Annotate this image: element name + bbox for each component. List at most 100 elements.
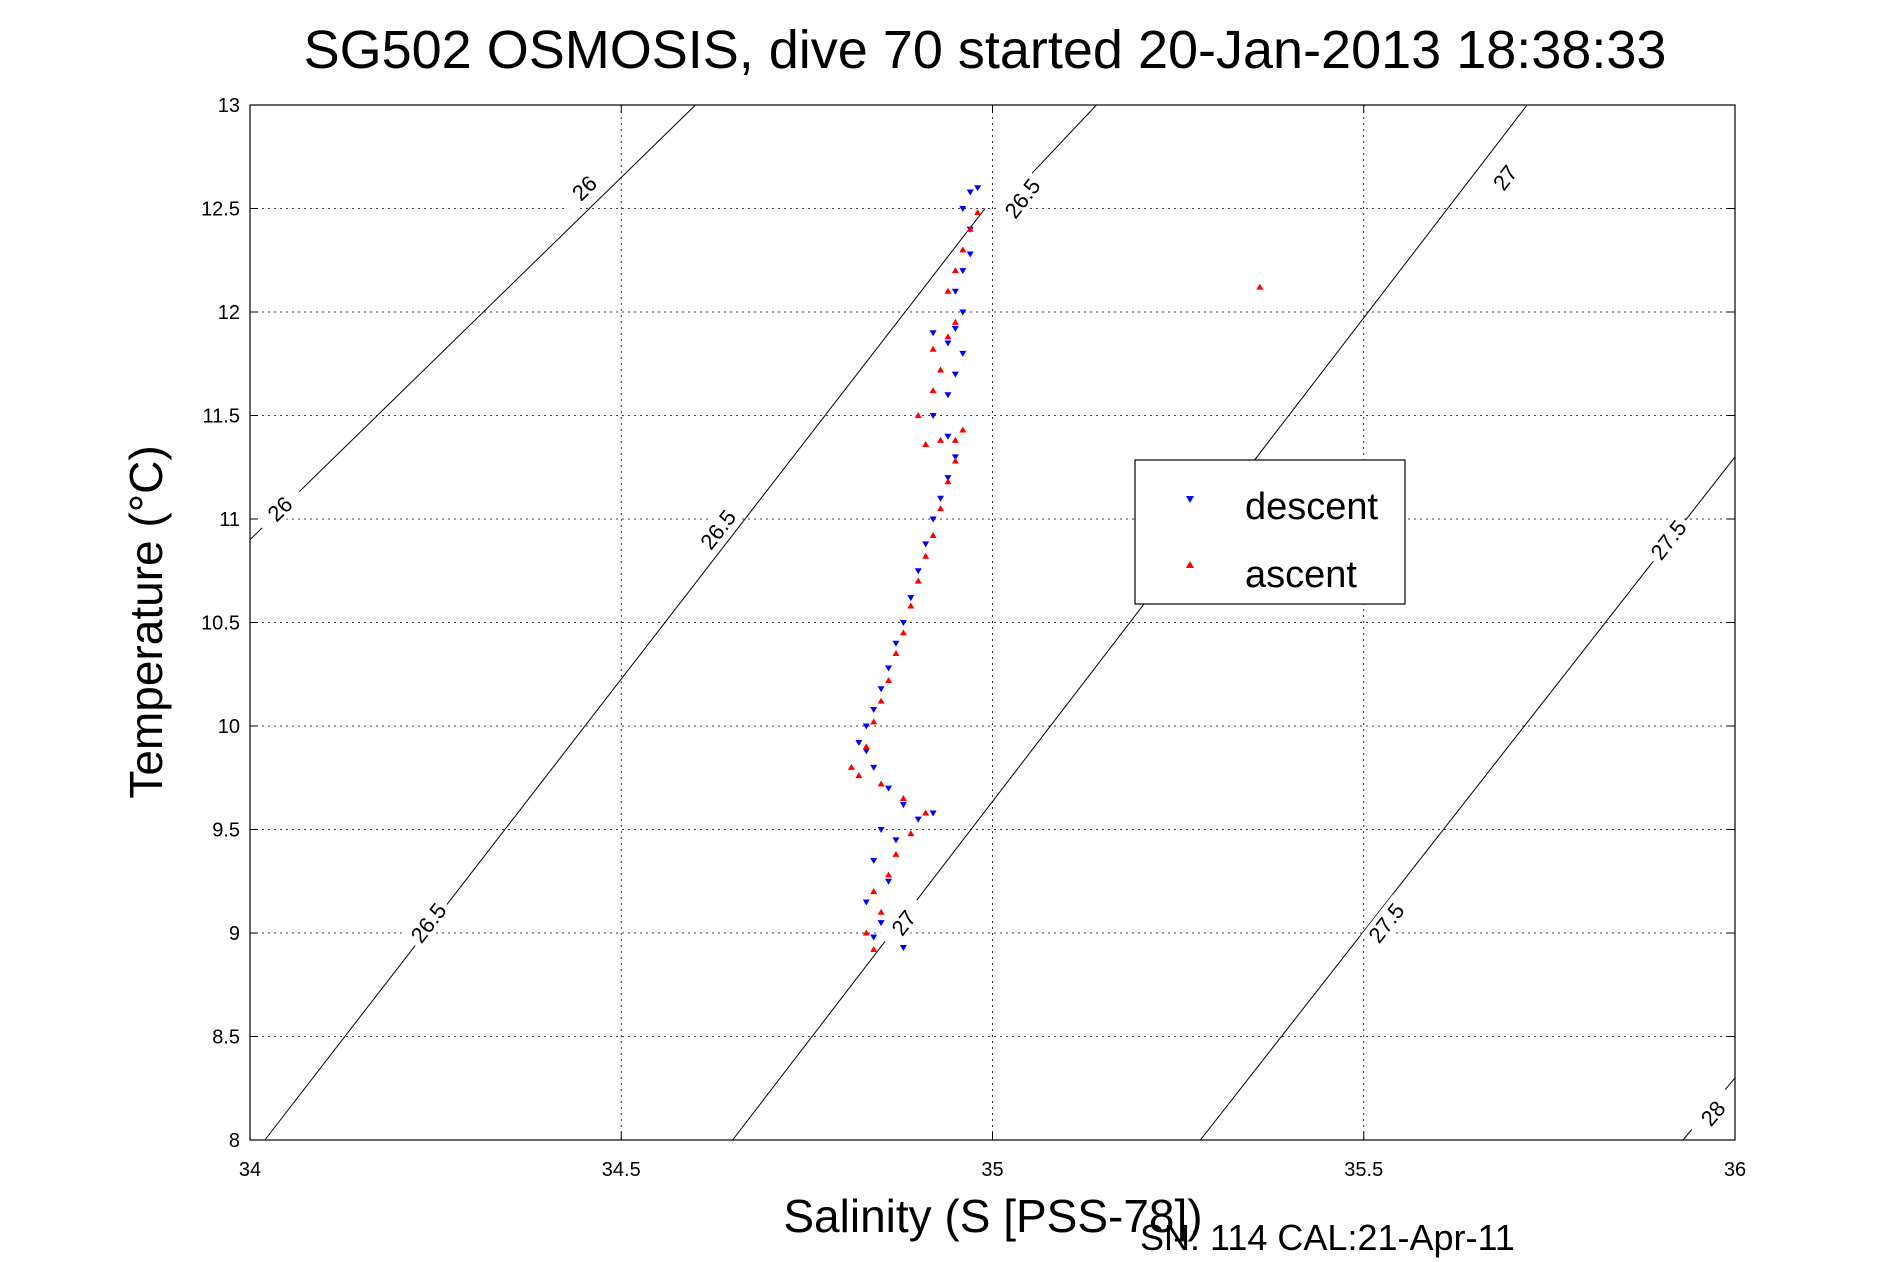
- descent-point: [877, 686, 885, 693]
- y-tick-label: 10: [218, 716, 240, 738]
- x-tick-label: 34.5: [602, 1159, 641, 1181]
- ascent-point: [862, 743, 870, 750]
- ascent-point: [1256, 283, 1264, 290]
- isopycnal-label-bg: [1642, 511, 1694, 568]
- ascent-point: [907, 830, 915, 837]
- descent-point: [951, 371, 959, 378]
- ascent-point: [870, 888, 878, 895]
- y-tick-label: 10.5: [201, 613, 240, 635]
- legend-ascent-label: ascent: [1245, 554, 1357, 596]
- descent-point: [885, 785, 893, 792]
- descent-point: [966, 189, 974, 196]
- ascent-point: [922, 809, 930, 816]
- ascent-point: [937, 366, 945, 373]
- ascent-point: [929, 345, 937, 352]
- ascent-point: [877, 697, 885, 704]
- descent-point: [892, 640, 900, 647]
- descent-point: [929, 810, 937, 817]
- isopycnal-label-bg: [252, 481, 307, 536]
- ascent-point: [937, 505, 945, 512]
- axis-ticks: 34 34.5 35 35.5 36 8 8.5 9 9.5 10 10.5 11 11.5 12 12.5…: [201, 95, 1746, 1181]
- ascent-point: [966, 225, 974, 232]
- descent-point: [959, 309, 967, 316]
- y-tick-label: 8: [229, 1130, 240, 1152]
- legend-ascent-marker: [1186, 561, 1194, 568]
- descent-point: [885, 878, 893, 885]
- descent-point: [914, 568, 922, 575]
- ascent-point: [914, 577, 922, 584]
- ascent-point: [944, 478, 952, 485]
- descent-point: [914, 816, 922, 823]
- descent-point: [862, 723, 870, 730]
- chart-title: SG502 OSMOSIS, dive 70 started 20-Jan-20…: [304, 20, 1667, 80]
- descent-point: [877, 920, 885, 927]
- descent-point: [855, 740, 863, 747]
- ascent-point: [951, 318, 959, 325]
- descent-point: [974, 185, 982, 192]
- isopycnal-label-bg: [1686, 1085, 1739, 1141]
- descent-point: [870, 706, 878, 713]
- ascent-point: [855, 772, 863, 779]
- ascent-point: [885, 676, 893, 683]
- isopycnal-line-27.5: [1200, 456, 1736, 1141]
- ascent-point: [914, 412, 922, 418]
- descent-point: [870, 934, 878, 941]
- descent-point: [877, 827, 885, 833]
- descent-point: [951, 454, 959, 461]
- ascent-point: [929, 532, 937, 539]
- ascent-point: [899, 794, 907, 801]
- descent-point: [944, 340, 952, 347]
- descent-point: [922, 541, 930, 548]
- ascent-point: [951, 457, 959, 464]
- descent-point: [959, 206, 967, 212]
- descent-point: [966, 251, 974, 258]
- descent-point: [959, 268, 967, 275]
- ascent-point: [870, 718, 878, 725]
- x-tick-label: 36: [1724, 1159, 1746, 1181]
- isopycnal-label-bg: [878, 894, 929, 951]
- series-ascent: [847, 209, 1264, 953]
- descent-point: [899, 944, 907, 951]
- y-tick-label: 12: [218, 302, 240, 324]
- descent-point: [870, 858, 878, 865]
- descent-point: [959, 350, 967, 357]
- descent-point: [929, 516, 937, 523]
- y-tick-label: 11.5: [203, 406, 240, 428]
- descent-point: [951, 326, 959, 333]
- y-tick-label: 8.5: [212, 1027, 240, 1049]
- ascent-point: [877, 780, 885, 787]
- descent-point: [937, 495, 945, 502]
- descent-point: [862, 899, 870, 906]
- descent-point: [862, 748, 870, 755]
- legend-descent-label: descent: [1245, 486, 1379, 528]
- ascent-point: [929, 387, 937, 394]
- descent-point: [929, 330, 937, 337]
- isopycnal-line-27: [732, 104, 1528, 1141]
- series-descent: [855, 185, 982, 951]
- y-tick-label: 9.5: [212, 820, 240, 842]
- ascent-point: [892, 850, 900, 857]
- descent-point: [892, 837, 900, 844]
- ascent-point: [922, 440, 930, 447]
- isopycnal-label-bg: [996, 170, 1048, 227]
- descent-point: [929, 413, 937, 419]
- footer-serial-calibration: SN: 114 CAL:21-Apr-11: [1140, 1217, 1515, 1258]
- y-tick-label: 13: [218, 95, 240, 117]
- ascent-point: [951, 436, 959, 443]
- ascent-point: [922, 552, 930, 559]
- isopycnal-label-bg: [402, 894, 454, 951]
- ascent-point: [877, 908, 885, 915]
- ascent-point: [974, 209, 982, 216]
- isopycnal-label-bg: [557, 161, 612, 215]
- ascent-point: [892, 650, 900, 657]
- legend-descent-marker: [1186, 496, 1194, 503]
- descent-point: [944, 475, 952, 482]
- ascent-point: [959, 426, 967, 433]
- ascent-point: [862, 929, 870, 936]
- isopycnal-line-26.5: [1021, 104, 1097, 185]
- descent-point: [944, 433, 952, 440]
- ascent-point: [951, 267, 959, 274]
- ascent-point: [959, 246, 967, 253]
- descent-point: [885, 665, 893, 672]
